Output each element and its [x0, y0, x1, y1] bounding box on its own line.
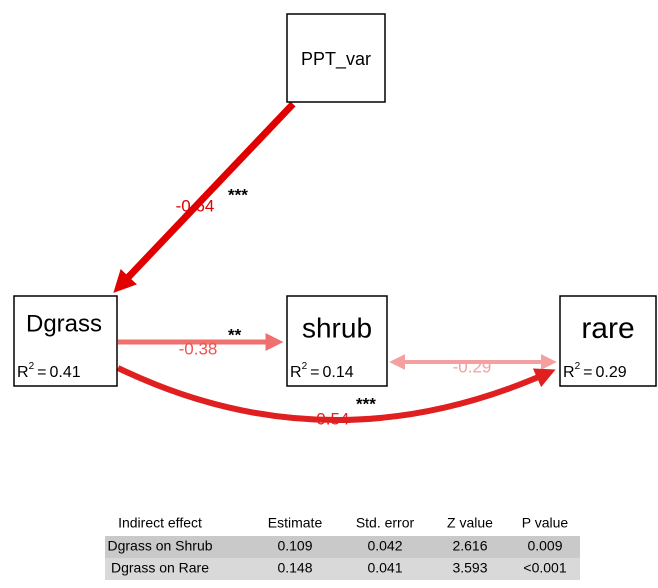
r2-power: 2	[29, 361, 35, 372]
node-r2: R2 = 0.41	[17, 361, 81, 382]
node-label: Dgrass	[26, 310, 102, 337]
node-r2: R2 = 0.14	[290, 361, 354, 382]
table-header: Z value	[447, 515, 493, 531]
r2-equals: =	[583, 364, 592, 381]
node-label: rare	[581, 312, 634, 345]
table-cell: <0.001	[523, 560, 566, 576]
edge-arrow	[116, 365, 556, 423]
node-box	[286, 13, 386, 103]
node-r2: R2 = 0.29	[563, 361, 627, 382]
table-cell: 0.009	[527, 538, 562, 554]
table-cell: 0.042	[367, 538, 402, 554]
table-cell: Dgrass on Rare	[111, 560, 209, 576]
r2-value: 0.29	[595, 364, 626, 381]
table-cell: Dgrass on Shrub	[107, 538, 212, 554]
edge-coefficient: -0.29	[453, 357, 492, 376]
node-label: shrub	[302, 312, 372, 343]
edge-significance: ***	[356, 394, 376, 413]
table-cell: 0.109	[277, 538, 312, 554]
r2-power: 2	[302, 361, 308, 372]
node-box	[286, 295, 388, 387]
node-box	[13, 295, 118, 387]
edge-significance: **	[228, 325, 242, 344]
r2-power: 2	[575, 361, 581, 372]
node-box	[559, 295, 657, 387]
edge-coefficient: -0.38	[179, 339, 218, 358]
table-header: Indirect effect	[118, 515, 202, 531]
r2-symbol: R	[563, 364, 575, 381]
r2-symbol: R	[290, 364, 302, 381]
table-row-bg	[105, 558, 580, 580]
table-row-bg	[105, 536, 580, 558]
table-cell: 2.616	[452, 538, 487, 554]
table-cell: 3.593	[452, 560, 487, 576]
table-header: P value	[522, 515, 569, 531]
r2-value: 0.41	[49, 364, 80, 381]
edge-coefficient: -0.64	[176, 196, 215, 215]
table-header: Estimate	[268, 515, 323, 531]
table-header: Std. error	[356, 515, 415, 531]
table-cell: 0.041	[367, 560, 402, 576]
r2-value: 0.14	[322, 364, 353, 381]
edge-coefficient: -0.54	[311, 409, 350, 428]
indirect-effects-table: Indirect effect Estimate Std. error Z value…	[107, 515, 568, 576]
r2-equals: =	[310, 364, 319, 381]
r2-equals: =	[37, 364, 46, 381]
edge-arrow	[113, 101, 296, 293]
node-label: PPT_var	[301, 49, 371, 70]
r2-symbol: R	[17, 364, 29, 381]
table-cell: 0.148	[277, 560, 312, 576]
edge-significance: ***	[228, 185, 248, 204]
